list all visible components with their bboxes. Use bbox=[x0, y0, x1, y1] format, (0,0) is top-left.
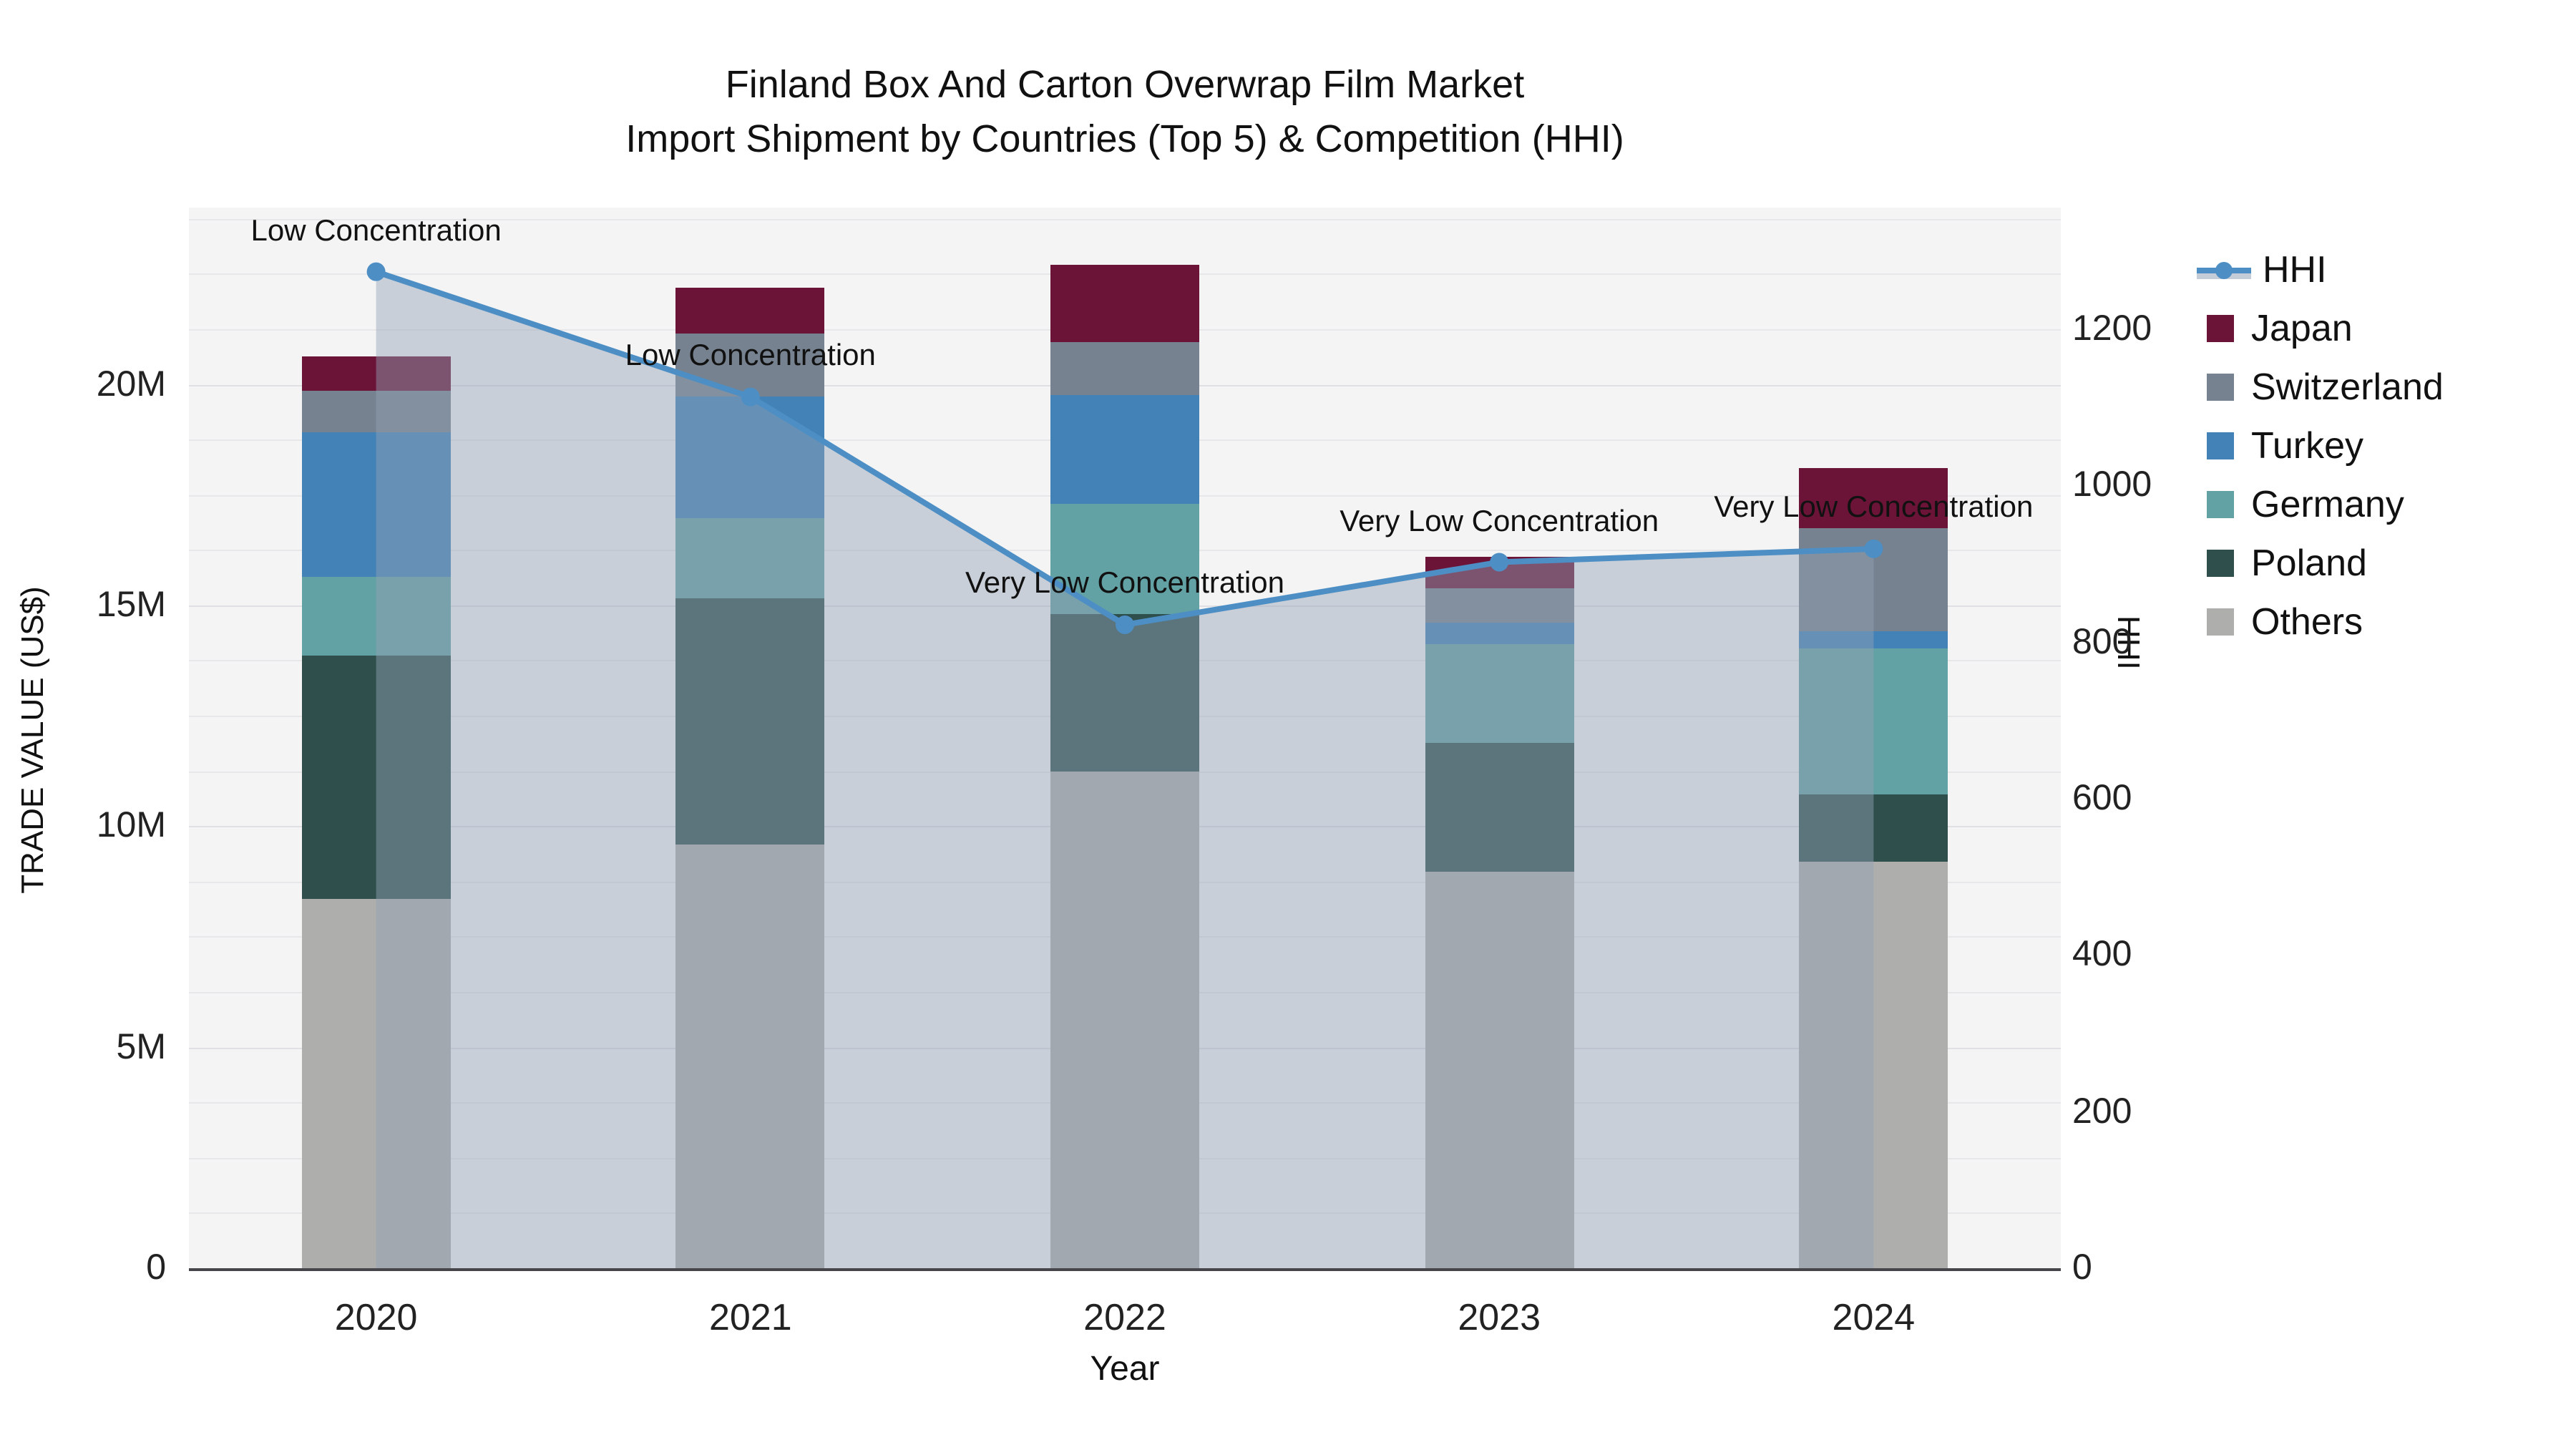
chart-title-line2: Import Shipment by Countries (Top 5) & C… bbox=[625, 117, 1624, 160]
bar-segment-japan-2024 bbox=[1799, 468, 1948, 529]
annotation-2021: Low Concentration bbox=[625, 339, 876, 373]
hhi-area-fill bbox=[376, 271, 1874, 1269]
legend-item-turkey[interactable]: Turkey bbox=[2207, 417, 2444, 475]
bar-segment-poland-2023 bbox=[1425, 742, 1574, 872]
bar-segment-poland-2022 bbox=[1050, 614, 1199, 772]
legend-color-swatch-icon bbox=[2207, 315, 2234, 342]
bar-segment-poland-2020 bbox=[301, 656, 451, 899]
y-axis-title-left: TRADE VALUE (US$) bbox=[14, 586, 50, 894]
x-tick-2023: 2023 bbox=[1458, 1295, 1541, 1338]
annotation-2020: Low Concentration bbox=[250, 214, 502, 248]
legend-label: Others bbox=[2251, 600, 2363, 643]
x-tick-2022: 2022 bbox=[1083, 1295, 1166, 1338]
right-tick-600: 600 bbox=[2072, 777, 2132, 818]
left-tick-10M: 10M bbox=[96, 805, 166, 846]
legend-color-swatch-icon bbox=[2207, 491, 2234, 518]
bar-segment-germany-2020 bbox=[301, 577, 451, 656]
right-tick-1200: 1200 bbox=[2072, 308, 2152, 349]
bar-segment-switzerland-2020 bbox=[301, 391, 451, 432]
bar-segment-poland-2024 bbox=[1799, 794, 1948, 862]
legend-item-germany[interactable]: Germany bbox=[2207, 475, 2444, 534]
bar-segment-japan-2021 bbox=[675, 287, 825, 334]
bar-segment-turkey-2020 bbox=[301, 432, 451, 578]
left-tick-0: 0 bbox=[146, 1247, 166, 1288]
bar-segment-switzerland-2022 bbox=[1050, 341, 1199, 395]
legend-line-swatch-icon bbox=[2197, 258, 2251, 281]
y-axis-title-right: HHI bbox=[2111, 615, 2147, 670]
left-tick-5M: 5M bbox=[116, 1026, 166, 1067]
legend-label: Japan bbox=[2251, 306, 2353, 349]
bar-segment-turkey-2021 bbox=[675, 396, 825, 519]
bar-segment-germany-2021 bbox=[675, 518, 825, 598]
bar-segment-others-2024 bbox=[1799, 861, 1948, 1268]
plot-area: Low Concentration Low Concentration Very L… bbox=[189, 208, 2061, 1271]
legend-item-poland[interactable]: Poland bbox=[2207, 534, 2444, 593]
right-tick-200: 200 bbox=[2072, 1091, 2132, 1132]
legend-dot-icon bbox=[2215, 261, 2233, 278]
bar-segment-switzerland-2021 bbox=[675, 333, 825, 397]
legend-label: Poland bbox=[2251, 541, 2367, 584]
x-axis-title: Year bbox=[1090, 1350, 1160, 1388]
hhi-marker-2024 bbox=[1864, 539, 1883, 558]
x-tick-2024: 2024 bbox=[1832, 1295, 1916, 1338]
annotation-2023: Very Low Concentration bbox=[1340, 505, 1659, 538]
bar-segment-others-2022 bbox=[1050, 771, 1199, 1268]
right-tick-400: 400 bbox=[2072, 934, 2132, 975]
legend-color-swatch-icon bbox=[2207, 374, 2234, 401]
right-tick-0: 0 bbox=[2072, 1247, 2092, 1288]
x-tick-2021: 2021 bbox=[708, 1295, 792, 1338]
hhi-marker-2023 bbox=[1490, 553, 1509, 572]
annotation-2024: Very Low Concentration bbox=[1714, 491, 2034, 525]
legend-color-swatch-icon bbox=[2207, 432, 2234, 459]
legend-item-japan[interactable]: Japan bbox=[2207, 299, 2444, 358]
right-tick-1000: 1000 bbox=[2072, 464, 2152, 505]
legend-label: Germany bbox=[2251, 482, 2404, 525]
hhi-marker-2021 bbox=[741, 387, 760, 407]
bar-segment-switzerland-2023 bbox=[1425, 588, 1574, 623]
bar-segment-japan-2022 bbox=[1050, 265, 1199, 342]
legend-color-swatch-icon bbox=[2207, 550, 2234, 577]
annotation-2022: Very Low Concentration bbox=[965, 567, 1284, 600]
bar-segment-turkey-2023 bbox=[1425, 622, 1574, 645]
legend-label: Turkey bbox=[2251, 424, 2363, 467]
bar-segment-turkey-2024 bbox=[1799, 631, 1948, 648]
hhi-line-layer bbox=[366, 262, 1883, 1269]
legend-label: Switzerland bbox=[2251, 365, 2444, 408]
bar-segment-turkey-2022 bbox=[1050, 394, 1199, 504]
left-tick-20M: 20M bbox=[96, 364, 166, 404]
legend: HHI Japan Switzerland Turkey Germany Poland Ot… bbox=[2197, 240, 2444, 651]
bar-segment-others-2020 bbox=[301, 898, 451, 1268]
bar-segment-poland-2021 bbox=[675, 598, 825, 845]
bar-segment-germany-2023 bbox=[1425, 644, 1574, 743]
bar-segment-germany-2024 bbox=[1799, 648, 1948, 794]
legend-color-swatch-icon bbox=[2207, 608, 2234, 636]
right-tick-800: 800 bbox=[2072, 621, 2132, 661]
bar-segment-others-2023 bbox=[1425, 872, 1574, 1268]
legend-item-switzerland[interactable]: Switzerland bbox=[2207, 358, 2444, 417]
legend-item-hhi[interactable]: HHI bbox=[2197, 240, 2444, 299]
hhi-marker-2020 bbox=[366, 262, 386, 281]
x-tick-2020: 2020 bbox=[334, 1295, 418, 1338]
bar-segment-japan-2020 bbox=[301, 356, 451, 391]
legend-item-others[interactable]: Others bbox=[2207, 593, 2444, 651]
gridline bbox=[189, 218, 2061, 220]
left-tick-15M: 15M bbox=[96, 584, 166, 625]
hhi-marker-2022 bbox=[1116, 615, 1134, 634]
legend-label: HHI bbox=[2263, 248, 2327, 291]
bar-segment-others-2021 bbox=[675, 844, 825, 1268]
chart-title-line1: Finland Box And Carton Overwrap Film Mar… bbox=[725, 63, 1525, 106]
